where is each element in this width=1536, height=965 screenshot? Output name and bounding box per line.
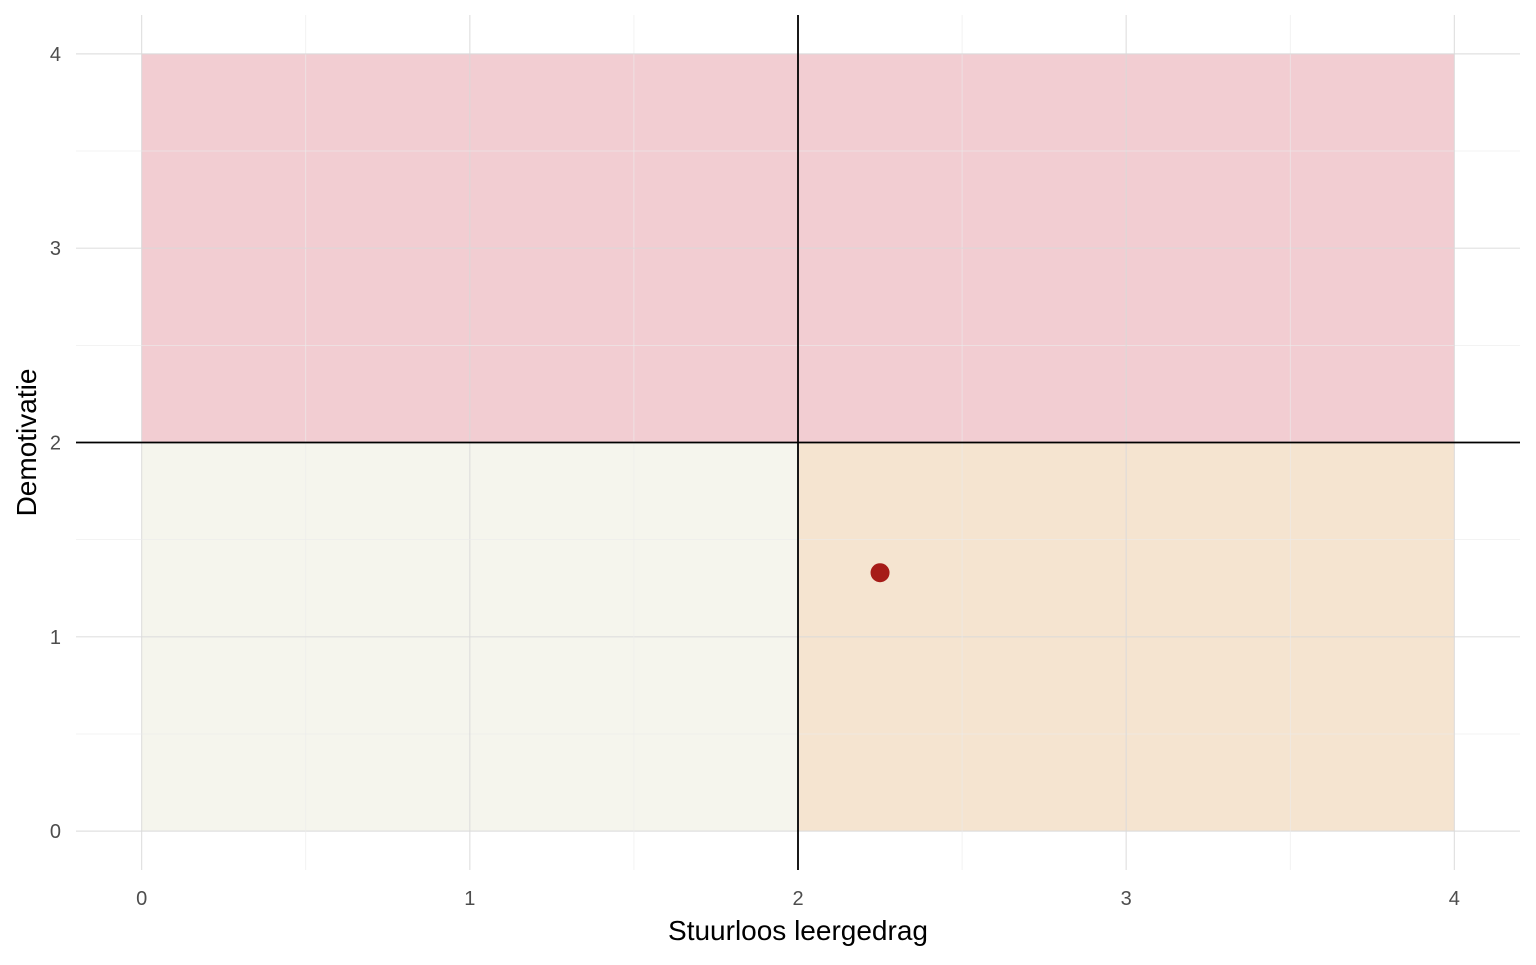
y-tick-label-1: 1 <box>50 627 61 649</box>
data-point-0 <box>870 563 890 583</box>
x-tick-labels: 0 1 2 3 4 <box>136 888 1460 910</box>
reference-lines <box>76 15 1520 870</box>
y-tick-label-4: 4 <box>50 44 61 66</box>
x-tick-label-4: 4 <box>1449 888 1460 910</box>
x-tick-label-3: 3 <box>1121 888 1132 910</box>
y-tick-labels: 0 1 2 3 4 <box>50 44 61 843</box>
y-tick-label-3: 3 <box>50 238 61 260</box>
data-points <box>870 563 890 583</box>
y-tick-label-0: 0 <box>50 821 61 843</box>
x-tick-label-1: 1 <box>464 888 475 910</box>
y-axis-title: Demotivatie <box>11 369 42 517</box>
x-tick-label-0: 0 <box>136 888 147 910</box>
x-axis-title: Stuurloos leergedrag <box>668 915 928 946</box>
y-tick-label-2: 2 <box>50 433 61 455</box>
x-tick-label-2: 2 <box>792 888 803 910</box>
